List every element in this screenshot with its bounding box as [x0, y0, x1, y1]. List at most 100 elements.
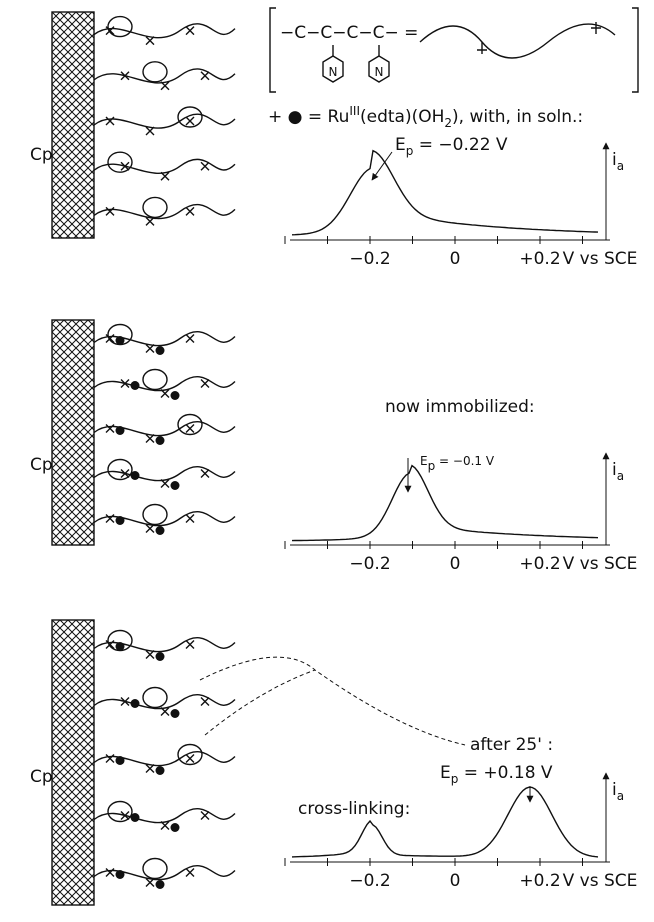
axis-label: V vs SCE: [563, 871, 638, 891]
peak-label: Ep = +0.18 V: [440, 763, 553, 786]
peak-rest: = +0.18 V: [458, 763, 553, 783]
polymer-loop: [107, 15, 133, 38]
charge-site: [160, 171, 170, 181]
axis-label: −0.2: [349, 249, 390, 269]
connector: [204, 669, 316, 736]
charge-site: [105, 640, 115, 649]
charge-site: [185, 514, 195, 523]
caption: now immobilized:: [385, 397, 535, 417]
axis-label: +0.2: [519, 554, 560, 574]
charge-site: [185, 640, 195, 649]
peak-rest: = −0.22 V: [413, 135, 508, 155]
note: after 25' :: [470, 735, 553, 755]
polymer-loop: [177, 743, 203, 766]
charge-site: [185, 868, 195, 877]
charge-site: [120, 811, 130, 820]
charge-site: [160, 389, 170, 398]
axis-label: −0.2: [349, 554, 390, 574]
ru-site: [155, 526, 165, 535]
polymer-loop: [142, 196, 168, 219]
current-sub: a: [617, 159, 624, 173]
ru-site: [170, 709, 180, 718]
legend-subscript: 2: [444, 116, 452, 130]
axis-label: 0: [450, 554, 461, 574]
polymer-strand: [93, 158, 236, 174]
polymer-loop: [177, 106, 203, 128]
ru-site: [115, 426, 125, 435]
current-sub: a: [617, 469, 624, 483]
axis-label: +0.2: [519, 249, 560, 269]
peak-sub: p: [451, 772, 459, 786]
charge-site: [145, 524, 155, 533]
polymer-strand: [93, 466, 236, 482]
charge-site: [105, 116, 115, 126]
charge-site: [160, 707, 170, 716]
charge-site: [160, 479, 170, 488]
axis-label: 0: [450, 249, 461, 269]
current-main: i: [612, 780, 617, 800]
charge-site: [200, 811, 210, 820]
axis-label: V vs SCE: [563, 249, 638, 269]
ru-site: [170, 823, 180, 832]
ru-site: [115, 516, 125, 525]
peak-label: Ep = −0.22 V: [395, 135, 508, 158]
charge-site: [200, 71, 210, 81]
polymer-strand: [93, 694, 236, 710]
charge-site: [105, 334, 115, 343]
polymer-loop: [107, 151, 133, 173]
ru-site: [130, 381, 140, 390]
polymer-strand: [93, 751, 236, 767]
polymer-loop: [142, 503, 168, 526]
peak-rest: = −0.1 V: [435, 454, 495, 468]
charge-site: [200, 697, 210, 706]
connector: [199, 656, 466, 746]
polymer-strand: [93, 421, 236, 437]
charge-site: [200, 379, 210, 388]
ru-site: [130, 699, 140, 708]
electrode: [51, 619, 95, 906]
caption: cross-linking:: [298, 799, 410, 819]
charge-site: [145, 36, 155, 46]
charge-site: [145, 764, 155, 773]
legend-symbols: + ● = Ru: [268, 107, 349, 127]
axis-label: −0.2: [349, 871, 390, 891]
polymer-loop: [142, 61, 168, 83]
ru-site: [115, 336, 125, 345]
charge-site: [105, 754, 115, 763]
ru-site: [170, 481, 180, 490]
axis-label: 0: [450, 871, 461, 891]
axis-label: +0.2: [519, 871, 560, 891]
charge-site: [185, 206, 195, 216]
charge-site: [200, 469, 210, 478]
polymer-strand: [93, 113, 236, 129]
charge-site: [160, 81, 170, 91]
peak-main: E: [440, 763, 451, 783]
peak-label: Ep = −0.1 V: [420, 454, 495, 473]
polymer-loop: [142, 686, 168, 709]
charge-site: [105, 514, 115, 523]
charge-site: [120, 469, 130, 478]
ru-site: [155, 652, 165, 661]
charge-site: [105, 206, 115, 216]
structure: −C−C−C−C− = N N: [269, 7, 639, 93]
electrode: [51, 11, 95, 239]
peak-sub: p: [428, 459, 436, 473]
peak-arrow: [371, 151, 393, 181]
polymer-strand: [93, 376, 236, 392]
current-label: ia: [612, 150, 624, 173]
charge-site: [185, 334, 195, 343]
charge-site: [145, 434, 155, 443]
polymer-strand: [93, 865, 236, 881]
peak-main: E: [395, 135, 406, 155]
polymer-strand: [93, 808, 236, 824]
legend-rest: ), with, in soln.:: [452, 107, 583, 127]
polymer-loop: [107, 800, 133, 823]
current-label: ia: [612, 780, 624, 803]
polymer-loop: [142, 857, 168, 880]
polymer-loop: [107, 458, 133, 481]
charge-site: [120, 697, 130, 706]
polymer-loop: [177, 413, 203, 436]
charge-site: [120, 161, 130, 171]
ru-site: [130, 471, 140, 480]
peak-main: E: [420, 454, 428, 468]
